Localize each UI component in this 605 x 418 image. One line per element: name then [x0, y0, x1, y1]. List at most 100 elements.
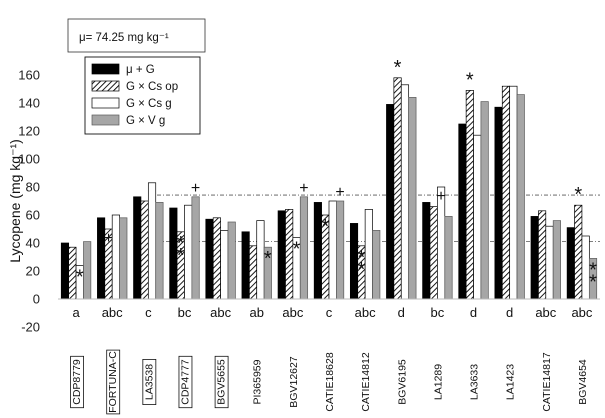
- group-letter: c: [145, 305, 152, 320]
- y-tick-label: 80: [26, 180, 40, 195]
- significance-asterisk: *: [293, 238, 301, 260]
- bar-g: [530, 216, 539, 300]
- bar-gcsop: [501, 85, 511, 300]
- group-letter: abc: [571, 305, 592, 320]
- legend-swatch: [91, 63, 120, 75]
- category-label: CDP8779: [71, 359, 83, 405]
- significance-asterisk: *: [394, 57, 402, 79]
- significance-asterisk: *: [574, 184, 582, 206]
- bar-gcsg: [184, 204, 193, 300]
- y-tick-label: 120: [18, 124, 40, 139]
- group-letter: ab: [249, 305, 263, 320]
- bar-gvg: [155, 202, 164, 300]
- bar-gcsg: [328, 200, 337, 300]
- group-letter: d: [506, 305, 513, 320]
- significance-plus: +: [436, 188, 445, 205]
- group-letter: bc: [431, 305, 445, 320]
- legend-swatch: [91, 97, 120, 109]
- category-label: LA3538: [143, 364, 155, 400]
- group-letter: abc: [355, 305, 376, 320]
- category-box: [70, 355, 84, 409]
- group-letter: c: [326, 305, 333, 320]
- bar-gcsg: [473, 134, 482, 300]
- bar-gvg: [444, 216, 453, 300]
- significance-asterisk: *: [264, 248, 272, 270]
- category-label: FORTUNA-C: [107, 351, 119, 413]
- significance-asterisk: *: [177, 233, 185, 255]
- bar-gcsg: [364, 209, 373, 300]
- category-label: CATIE14817: [541, 352, 553, 411]
- group-letter: abc: [282, 305, 303, 320]
- significance-plus: +: [104, 230, 113, 247]
- y-tick-label: 40: [26, 236, 40, 251]
- bar-gcsop: [140, 200, 149, 300]
- bar-gvg: [408, 97, 417, 300]
- bar-gvg: [83, 241, 92, 300]
- bar-gcsg: [147, 182, 157, 300]
- significance-plus: +: [335, 184, 344, 201]
- category-box: [214, 355, 229, 409]
- group-letter: d: [398, 305, 405, 320]
- bar-gcsg: [400, 84, 410, 300]
- category-box: [142, 358, 157, 405]
- mean-annotation-text: μ= 74.25 mg kg⁻¹: [79, 32, 169, 44]
- bar-gvg: [119, 217, 128, 300]
- y-tick-label: -20: [21, 320, 40, 335]
- category-label: LA3633: [469, 364, 481, 400]
- legend-item-label: μ + G: [126, 64, 155, 76]
- bar-gcsg: [509, 85, 518, 300]
- bar-gcsop: [248, 245, 258, 300]
- significance-asterisk: *: [466, 69, 474, 91]
- category-label: CDP4777: [179, 359, 191, 405]
- bar-gvg: [227, 221, 236, 300]
- group-letter: abc: [535, 305, 556, 320]
- bar-gvg: [191, 196, 200, 300]
- bar-gvg: [480, 101, 489, 300]
- category-box: [178, 355, 193, 409]
- mean-annotation: μ= 74.25 mg kg⁻¹: [67, 18, 206, 53]
- group-letter: a: [72, 305, 80, 320]
- bar-g: [494, 106, 503, 300]
- bar-gvg: [516, 94, 525, 300]
- group-letter: abc: [210, 305, 231, 320]
- category-label: CATIE14812: [360, 352, 372, 411]
- bar-g: [422, 202, 431, 300]
- bar-g: [458, 123, 467, 300]
- legend: μ + G G × Cs op G × Cs g G × V g: [84, 56, 201, 135]
- bar-g: [60, 242, 70, 300]
- mean-annotation-box: [67, 18, 206, 53]
- significance-asterisk: *: [321, 216, 329, 238]
- y-axis-label: Lycopene (mg kg⁻¹): [7, 139, 23, 263]
- bar-g: [386, 104, 395, 300]
- bar-gvg: [372, 230, 381, 300]
- significance-asterisk: *: [177, 245, 185, 267]
- y-tick-label: 140: [18, 96, 40, 111]
- category-label: BGV6195: [396, 359, 408, 405]
- bar-gvg: [552, 220, 561, 300]
- significance-asterisk: *: [358, 247, 366, 269]
- category-label: LA1289: [432, 364, 444, 400]
- bar-gcsop: [465, 90, 474, 300]
- y-tick-label: 160: [18, 68, 40, 83]
- category-label: BGV4654: [577, 359, 589, 405]
- bar-gcsg: [545, 225, 554, 300]
- bar-g: [566, 227, 575, 300]
- significance-asterisk: *: [76, 266, 84, 288]
- group-letter: abc: [102, 305, 123, 320]
- significance-plus: +: [299, 180, 308, 197]
- category-label: CATIE18628: [324, 352, 336, 411]
- bar-gcsg: [220, 230, 229, 300]
- category-label: PI365959: [252, 359, 264, 404]
- category-label: BGV5655: [216, 359, 228, 405]
- bar-gcsop: [574, 204, 583, 300]
- group-letter: bc: [178, 305, 192, 320]
- bar-gcsop: [538, 210, 547, 300]
- y-tick-label: 60: [26, 208, 40, 223]
- bar-g: [205, 218, 214, 300]
- group-letter: d: [470, 305, 477, 320]
- significance-plus: +: [191, 180, 200, 197]
- category-box: [106, 349, 121, 415]
- y-tick-label: 20: [26, 264, 40, 279]
- significance-asterisk: *: [589, 259, 597, 281]
